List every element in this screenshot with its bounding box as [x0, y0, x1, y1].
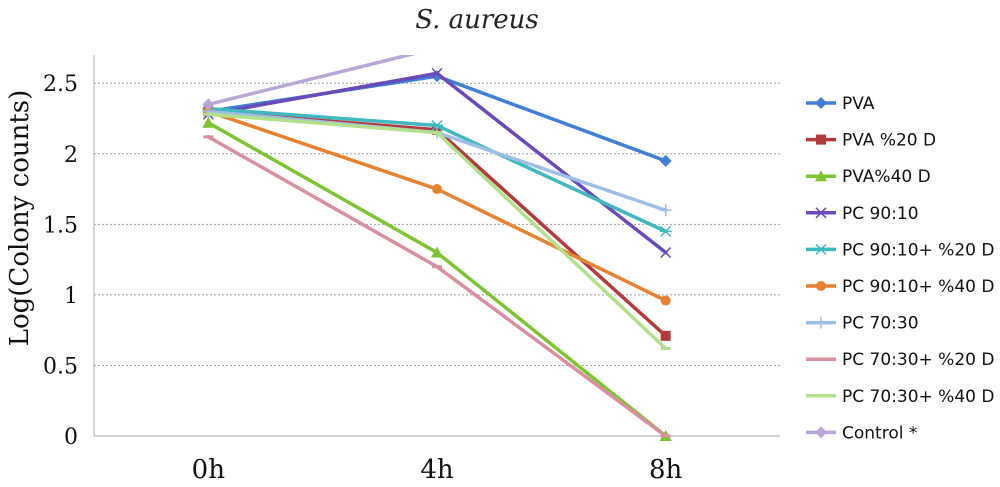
legend-label: PVA	[842, 94, 875, 114]
chart-title: S. aureus	[415, 5, 539, 35]
data-point-marker	[659, 225, 672, 237]
legend-label: PC 70:30+ %40 D	[842, 387, 994, 407]
y-tick-label: 2.5	[43, 72, 78, 97]
series-1	[203, 106, 671, 341]
data-point-marker	[816, 394, 826, 398]
series-line	[206, 135, 668, 438]
x-tick-label: 4h	[420, 455, 454, 485]
legend-item: PC 90:10	[806, 204, 919, 224]
series-9	[202, 55, 416, 111]
data-point-marker	[815, 243, 827, 255]
series-8	[203, 112, 671, 351]
y-tick-label: 1	[64, 284, 78, 309]
data-point-marker	[816, 281, 826, 291]
legend-item: PVA%40 D	[806, 167, 931, 187]
legend-label: PC 70:30	[842, 314, 919, 334]
legend-item: PC 90:10+ %40 D	[806, 277, 994, 297]
data-point-marker	[431, 120, 443, 132]
data-point-marker	[432, 265, 442, 269]
y-axis-label: Log(Colony counts)	[5, 90, 35, 347]
data-point-marker	[431, 67, 443, 79]
data-point-marker	[659, 154, 672, 167]
data-point-marker	[432, 184, 442, 195]
series-line	[206, 112, 668, 351]
data-point-marker	[816, 134, 826, 145]
legend-item: PC 70:30+ %20 D	[806, 350, 994, 370]
data-point-marker	[815, 97, 827, 109]
y-tick-label: 1.5	[43, 213, 78, 238]
data-point-marker	[432, 131, 442, 135]
data-point-marker	[815, 207, 827, 219]
data-point-marker	[202, 116, 215, 128]
legend-label: PVA%40 D	[842, 167, 931, 187]
legend-label: PC 90:10	[842, 204, 919, 224]
legend-item: PVA %20 D	[806, 131, 936, 151]
legend: PVA PVA %20 D PVA%40 D PC 90:10 PC 90:10+ %2…	[806, 94, 994, 443]
y-tick-label: 0.5	[43, 354, 78, 379]
data-point-marker	[815, 426, 827, 439]
series-line	[206, 55, 416, 107]
y-tick-label: 2	[64, 143, 78, 168]
legend-item: PC 70:30+ %40 D	[806, 387, 994, 407]
data-point-marker	[660, 347, 671, 351]
series-line	[206, 120, 668, 438]
data-point-marker	[816, 357, 826, 361]
y-tick-label: 0	[64, 425, 78, 450]
legend-label: Control *	[842, 423, 917, 443]
axis-layer: 0 0.5 1 1.5 2 2.5 0h 4h 8h	[43, 55, 780, 485]
series-layer	[202, 55, 672, 441]
legend-label: PC 90:10+ %20 D	[842, 240, 994, 260]
legend-label: PVA %20 D	[842, 131, 936, 151]
x-tick-label: 0h	[192, 455, 226, 485]
legend-item: PC 70:30	[806, 314, 919, 334]
legend-label: PC 70:30+ %20 D	[842, 350, 994, 370]
series-3	[202, 67, 672, 259]
data-point-marker	[202, 98, 215, 111]
data-point-marker	[659, 204, 672, 217]
data-point-marker	[203, 112, 214, 116]
x-tick-label: 8h	[649, 455, 683, 485]
series-4	[202, 103, 672, 237]
legend-item: PVA	[806, 94, 875, 114]
data-point-marker	[660, 330, 671, 341]
data-point-marker	[815, 170, 827, 182]
legend-item: PC 90:10+ %20 D	[806, 240, 994, 260]
series-7	[203, 135, 671, 438]
legend-item: Control *	[806, 423, 917, 443]
series-line	[206, 109, 668, 338]
data-point-marker	[431, 246, 443, 258]
data-point-marker	[815, 316, 827, 329]
data-point-marker	[660, 295, 671, 306]
data-point-marker	[660, 247, 672, 259]
data-point-marker	[660, 434, 671, 438]
legend-label: PC 90:10+ %40 D	[842, 277, 994, 297]
data-point-marker	[203, 135, 214, 139]
